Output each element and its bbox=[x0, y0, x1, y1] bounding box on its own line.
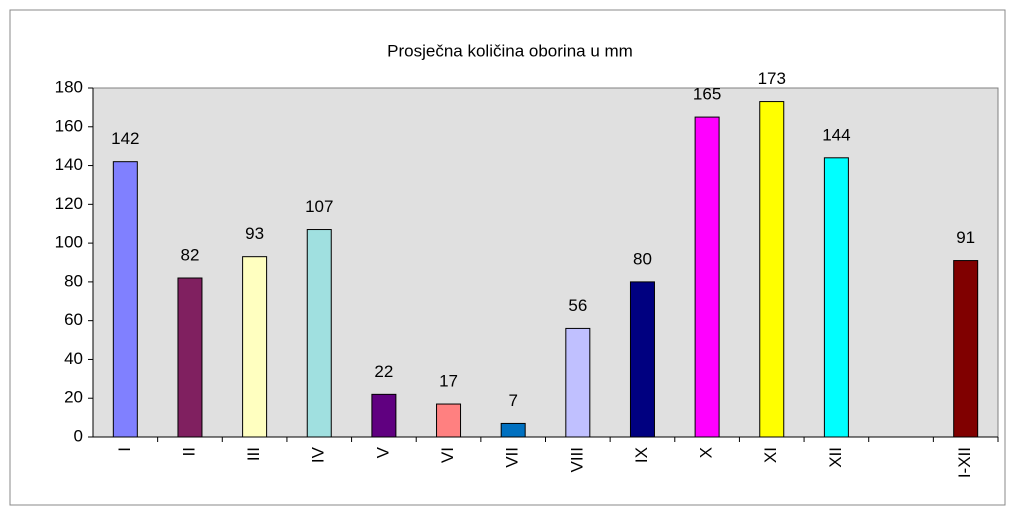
x-tick-label: V bbox=[373, 446, 392, 458]
y-tick-label: 40 bbox=[64, 349, 83, 368]
data-label: 80 bbox=[633, 249, 652, 268]
data-label: 142 bbox=[111, 129, 139, 148]
bar bbox=[500, 422, 526, 438]
data-label: 82 bbox=[181, 245, 200, 264]
x-tick-label: IX bbox=[632, 447, 651, 463]
plot-area bbox=[92, 87, 999, 438]
bar bbox=[306, 229, 332, 438]
bar bbox=[565, 327, 591, 438]
x-tick-label: XII bbox=[826, 447, 845, 468]
y-tick-label: 160 bbox=[55, 116, 83, 135]
x-tick-label: VI bbox=[438, 447, 457, 463]
data-label: 144 bbox=[822, 125, 850, 144]
x-tick-label: VIII bbox=[567, 447, 586, 473]
bar bbox=[436, 403, 462, 438]
x-tick-label: XI bbox=[761, 447, 780, 463]
y-tick-label: 80 bbox=[64, 271, 83, 290]
x-tick-label: X bbox=[697, 447, 716, 458]
data-label: 22 bbox=[374, 362, 393, 381]
data-label: 7 bbox=[508, 391, 517, 410]
bar bbox=[629, 281, 655, 438]
y-tick-label: 120 bbox=[55, 194, 83, 213]
y-tick-label: 20 bbox=[64, 388, 83, 407]
bar bbox=[953, 260, 979, 438]
y-tick-label: 60 bbox=[64, 310, 83, 329]
x-tick-label: VII bbox=[503, 447, 522, 468]
bar bbox=[177, 277, 203, 438]
bar bbox=[823, 157, 849, 438]
data-label: 91 bbox=[956, 228, 975, 247]
bar bbox=[371, 393, 397, 438]
y-tick-label: 180 bbox=[55, 77, 83, 96]
data-label: 17 bbox=[439, 372, 458, 391]
data-label: 173 bbox=[758, 69, 786, 88]
y-tick-label: 0 bbox=[74, 426, 83, 445]
y-tick-label: 100 bbox=[55, 233, 83, 252]
x-tick-label: I-XII bbox=[955, 447, 974, 478]
chart-title: Prosječna količina oborina u mm bbox=[387, 41, 633, 60]
bar bbox=[112, 161, 138, 438]
x-tick-label: III bbox=[244, 447, 263, 461]
data-label: 56 bbox=[568, 296, 587, 315]
y-tick-label: 140 bbox=[55, 155, 83, 174]
bar bbox=[242, 256, 268, 438]
bar bbox=[759, 101, 785, 438]
data-label: 107 bbox=[305, 197, 333, 216]
data-label: 165 bbox=[693, 85, 721, 104]
x-tick-label: II bbox=[179, 447, 198, 456]
x-tick-label: IV bbox=[309, 446, 328, 463]
data-label: 93 bbox=[245, 224, 264, 243]
bar bbox=[694, 116, 720, 438]
x-tick-label: I bbox=[115, 447, 134, 452]
